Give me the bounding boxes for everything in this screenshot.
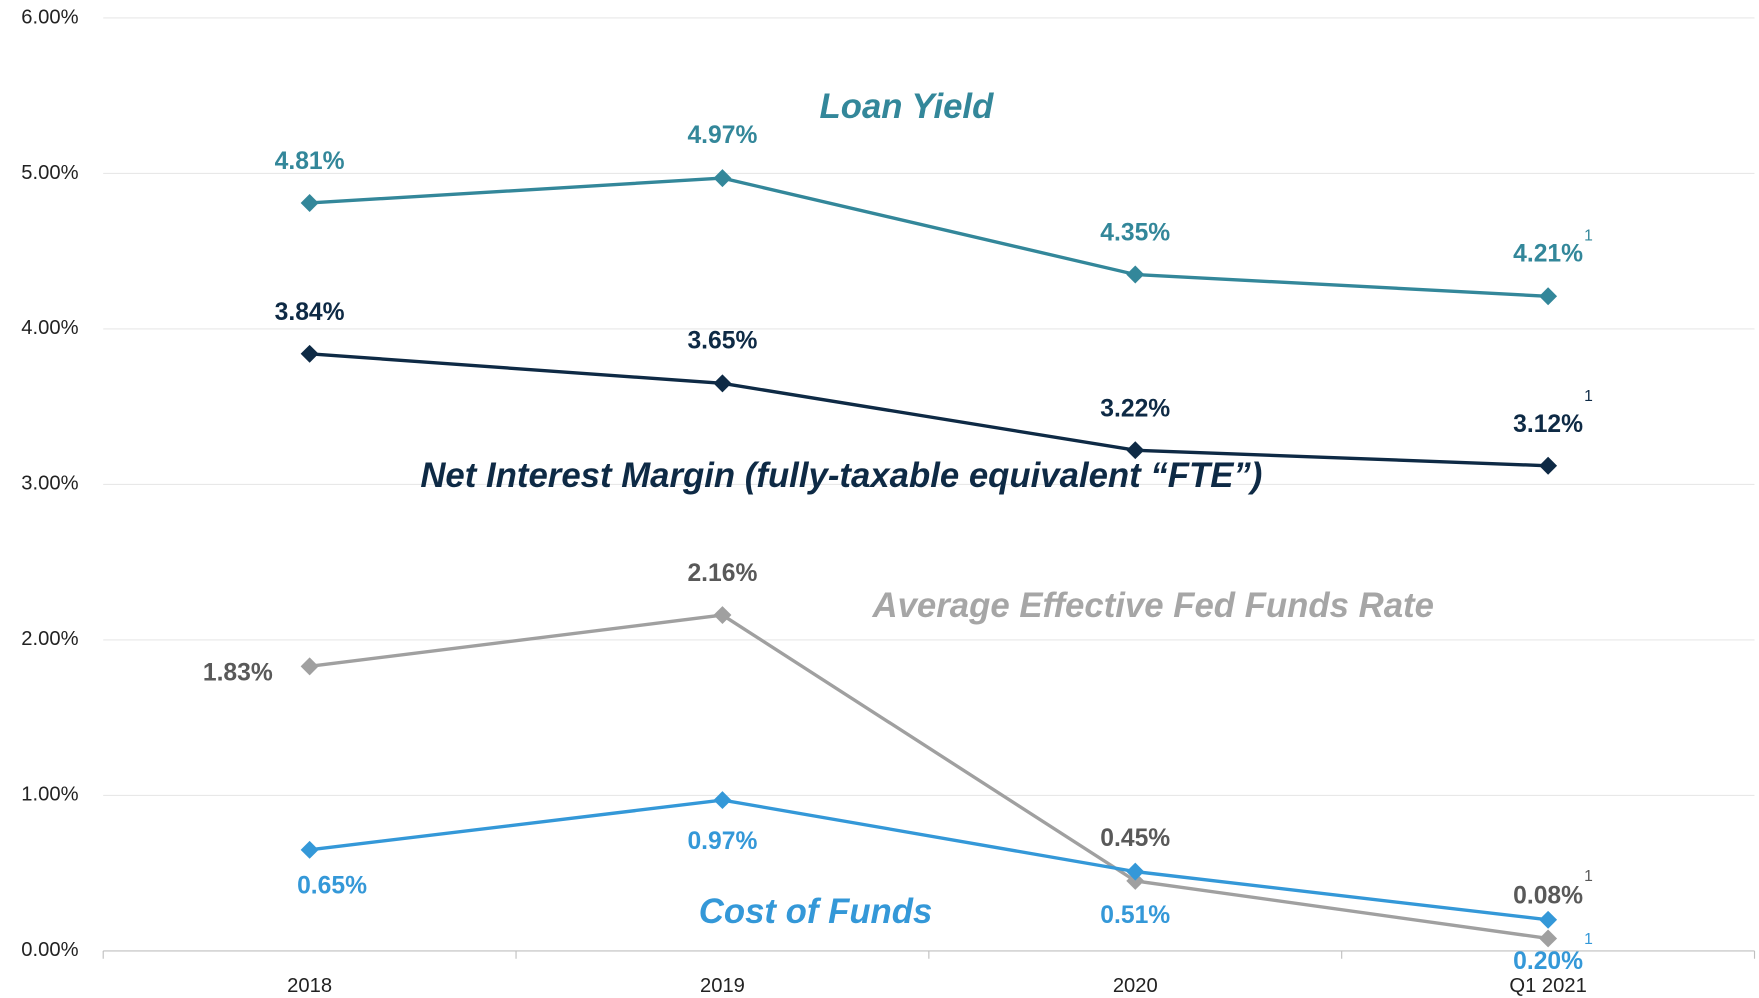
series-line [309,613,1549,941]
data-label: 4.35% [1100,220,1170,247]
footnote-mark: 1 [1584,388,1593,405]
footnote-mark: 1 [1584,931,1593,948]
y-tick-label: 1.00% [21,784,78,806]
data-label: 0.08% [1513,882,1583,909]
series-line [309,798,1549,922]
series-name: Average Effective Fed Funds Rate [871,587,1433,625]
y-tick-label: 5.00% [21,162,78,184]
data-label: 3.12% [1513,411,1583,438]
data-label: 4.97% [687,122,757,149]
data-point [300,840,319,859]
data-label: 4.21% [1513,240,1583,267]
data-point [1539,929,1558,948]
data-point [1539,456,1558,475]
footnote-mark: 1 [1584,228,1593,245]
data-point [300,344,319,363]
y-tick-label: 0.00% [21,939,78,961]
series-name: Net Interest Margin (fully-taxable equiv… [420,457,1262,495]
data-point [713,606,732,625]
x-tick-label: 2019 [700,975,745,997]
data-label: 3.84% [275,299,345,326]
series-name: Loan Yield [820,88,995,126]
x-tick-label: 2018 [287,975,332,997]
series-name: Cost of Funds [699,893,933,931]
y-tick-label: 2.00% [21,628,78,650]
y-tick-label: 3.00% [21,473,78,495]
data-label: 0.20% [1513,948,1583,975]
data-label: 4.81% [275,148,345,175]
data-label: 0.97% [687,828,757,855]
series-line [309,352,1549,468]
x-tick-label: Q1 2021 [1509,975,1586,997]
x-tick-label: 2020 [1113,975,1158,997]
data-point [1539,287,1558,306]
y-tick-label: 6.00% [21,6,78,28]
data-point [713,169,732,188]
data-label: 0.45% [1100,825,1170,852]
data-point [1539,910,1558,929]
footnote-mark: 1 [1584,868,1593,885]
data-point [300,194,319,212]
data-label: 3.65% [687,327,757,354]
data-label: 3.22% [1100,395,1170,422]
data-point [713,791,732,810]
data-point [713,374,732,393]
y-tick-label: 4.00% [21,317,78,339]
data-point [1126,265,1145,284]
data-label: 0.65% [297,872,367,899]
data-label: 2.16% [687,560,757,587]
data-label: 0.51% [1100,902,1170,929]
data-label: 1.83% [203,660,273,687]
data-point [300,657,319,676]
series-line [309,176,1549,298]
